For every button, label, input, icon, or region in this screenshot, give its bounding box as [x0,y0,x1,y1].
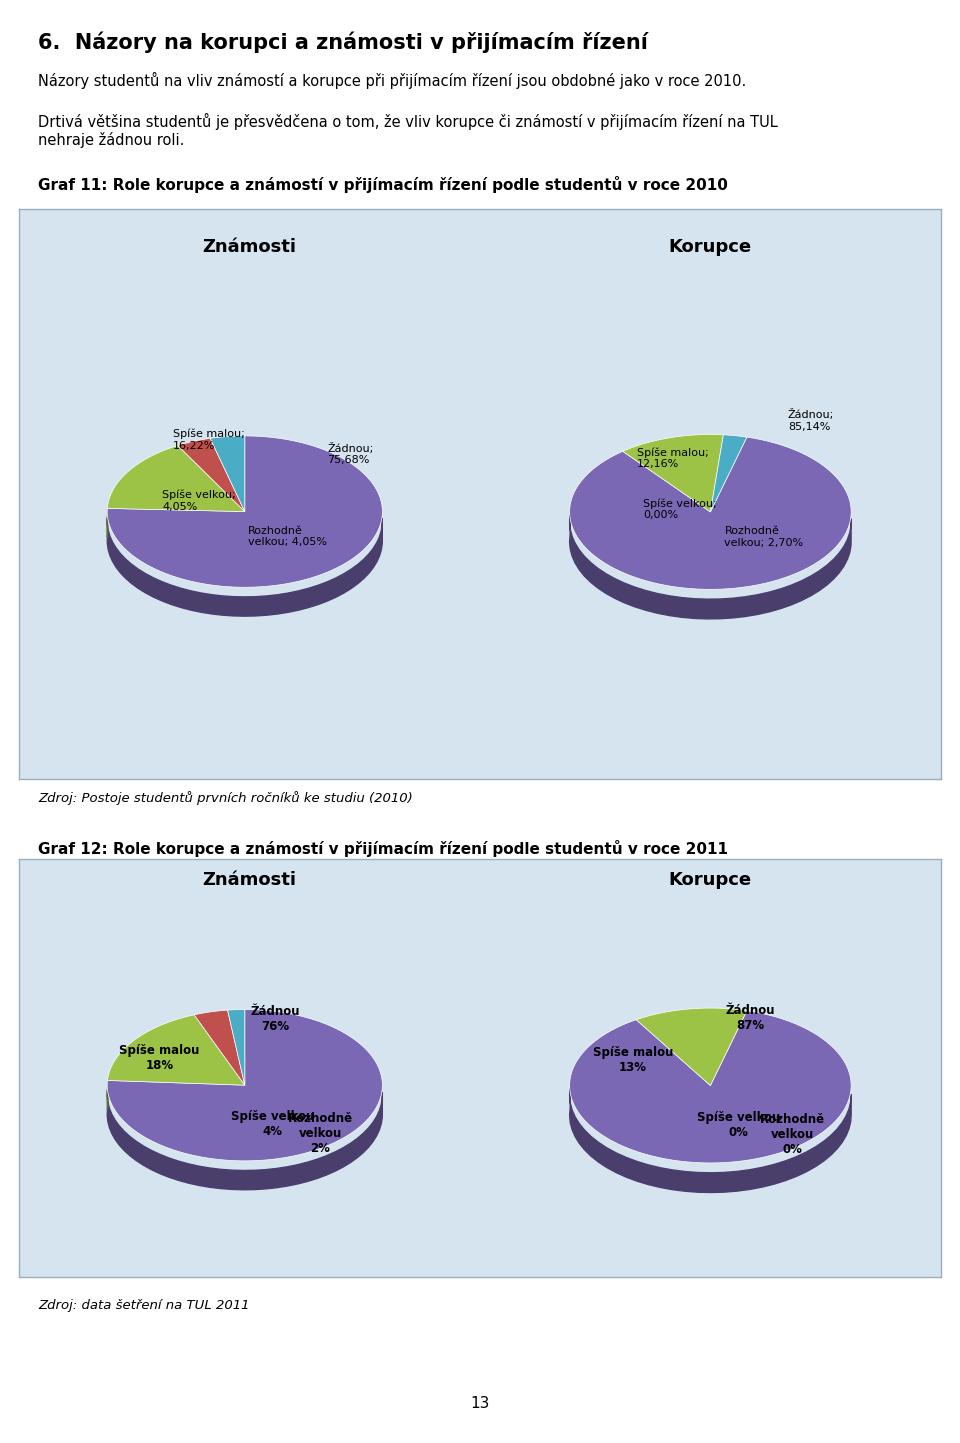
Text: Spíše malou;
16,22%: Spíše malou; 16,22% [173,429,245,452]
Text: Spíše malou;
12,16%: Spíše malou; 12,16% [637,447,708,469]
Polygon shape [228,1010,245,1085]
Polygon shape [569,515,852,619]
Text: Spíše velkou;
4,05%: Spíše velkou; 4,05% [162,489,236,512]
Text: Korupce: Korupce [669,238,752,255]
Text: Spíše malou
13%: Spíše malou 13% [592,1046,673,1074]
Text: Spíše velkou
0%: Spíše velkou 0% [697,1111,780,1139]
Text: Zdroj: data šetření na TUL 2011: Zdroj: data šetření na TUL 2011 [38,1299,250,1312]
Polygon shape [108,446,245,512]
Polygon shape [108,1014,245,1085]
Polygon shape [710,434,747,512]
Text: Spíše malou
18%: Spíše malou 18% [119,1043,200,1072]
Text: Žádnou;
75,68%: Žádnou; 75,68% [327,443,373,465]
Text: Graf 12: Role korupce a známostí v přijímacím řízení podle studentů v roce 2011: Graf 12: Role korupce a známostí v přijí… [38,840,729,857]
Polygon shape [178,439,245,512]
Polygon shape [210,436,245,512]
Polygon shape [569,1010,852,1163]
Text: Rozhodně
velkou; 4,05%: Rozhodně velkou; 4,05% [248,525,326,547]
Text: Zdroj: Postoje studentů prvních ročníků ke studiu (2010): Zdroj: Postoje studentů prvních ročníků … [38,791,413,805]
Polygon shape [108,436,382,587]
Polygon shape [569,1088,852,1192]
Polygon shape [108,1089,382,1190]
Text: Rozhodně
velkou
2%: Rozhodně velkou 2% [288,1113,353,1154]
Text: Žádnou
87%: Žádnou 87% [725,1004,775,1032]
Polygon shape [194,1010,245,1085]
Text: Spíše velkou;
0,00%: Spíše velkou; 0,00% [643,498,716,519]
Polygon shape [108,1010,382,1160]
Text: Názory studentů na vliv známostí a korupce při přijímacím řízení jsou obdobné ja: Názory studentů na vliv známostí a korup… [38,72,747,89]
Text: Žádnou
76%: Žádnou 76% [251,1006,300,1033]
Text: Známosti: Známosti [203,872,297,889]
Polygon shape [623,434,723,512]
Text: Známosti: Známosti [203,238,297,255]
Text: Graf 11: Role korupce a známostí v přijímacím řízení podle studentů v roce 2010: Graf 11: Role korupce a známostí v přijí… [38,176,729,193]
Text: Spíše velkou
4%: Spíše velkou 4% [230,1110,314,1137]
Polygon shape [569,437,852,589]
Text: Drtivá většina studentů je přesvědčena o tom, že vliv korupce či známostí v přij: Drtivá většina studentů je přesvědčena o… [38,113,779,149]
Text: 6.  Názory na korupci a známosti v přijímacím řízení: 6. Názory na korupci a známosti v přijím… [38,32,648,53]
Polygon shape [636,1009,747,1085]
Text: Žádnou;
85,14%: Žádnou; 85,14% [788,410,834,431]
Text: 13: 13 [470,1397,490,1411]
Polygon shape [108,518,382,616]
Text: Korupce: Korupce [669,872,752,889]
Text: Rozhodně
velkou; 2,70%: Rozhodně velkou; 2,70% [725,527,804,548]
Text: Rozhodně
velkou
0%: Rozhodně velkou 0% [759,1114,825,1156]
